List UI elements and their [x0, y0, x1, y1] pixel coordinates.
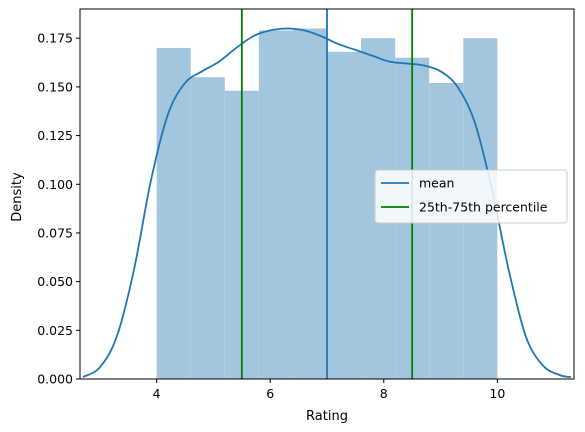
histogram-bar [429, 83, 464, 379]
axes-frame [79, 8, 575, 380]
histogram-bar [258, 30, 293, 379]
histogram-bar [190, 77, 225, 379]
y-tick-label: 0.000 [37, 372, 73, 387]
x-tick-label: 8 [380, 386, 388, 401]
histogram-bar [156, 47, 191, 379]
histogram-bar [292, 28, 327, 379]
x-tick-label: 6 [266, 386, 274, 401]
y-tick-label: 0.075 [37, 225, 73, 240]
y-tick-label: 0.025 [37, 323, 73, 338]
legend-box [374, 169, 568, 224]
x-tick-label: 10 [489, 386, 505, 401]
x-tick-label: 4 [153, 386, 161, 401]
x-axis-label: Rating [306, 409, 348, 424]
y-axis-label: Density [10, 172, 25, 222]
legend-label: mean [419, 176, 454, 191]
y-tick-label: 0.150 [37, 79, 73, 94]
y-tick-label: 0.100 [37, 177, 73, 192]
legend: mean 25th-75th percentile [374, 169, 568, 224]
y-tick-label: 0.175 [37, 31, 73, 46]
axes: 4 6 8 10 0.000 0.025 0.050 0.075 0.100 0.125 0.150… [37, 8, 575, 401]
histogram-bar [327, 51, 362, 379]
legend-label: 25th-75th percentile [419, 200, 548, 215]
y-tick-label: 0.050 [37, 274, 73, 289]
y-tick-label: 0.125 [37, 128, 73, 143]
